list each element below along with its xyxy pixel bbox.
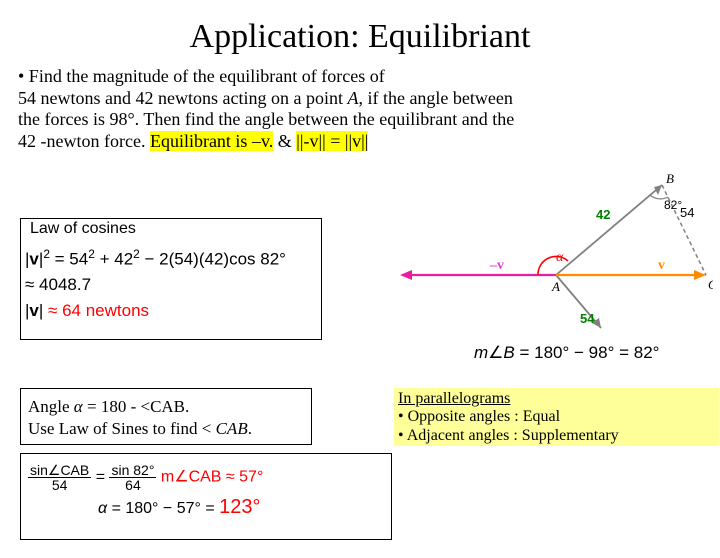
eq3-l2b: = 180° − 57° = (107, 500, 219, 517)
result-123: 123° (219, 496, 260, 518)
label-v: v (658, 258, 665, 273)
highlight-norm: ||-v|| = ||v|| (296, 131, 368, 151)
vector-diagram: A B C 42 54 54 82° α v –v (388, 173, 713, 353)
frac2-num: sin 82° (109, 463, 156, 478)
vec-v2: v (29, 301, 38, 320)
normv-close2: | (39, 301, 48, 320)
label-42: 42 (596, 207, 610, 222)
eq1-l2: ≈ 4048.7 (25, 275, 91, 294)
alpha1: α (74, 397, 83, 416)
eq2-l1a: Angle (28, 397, 74, 416)
eq1-l1d: = 54 (50, 250, 88, 269)
result-57: m∠CAB ≈ 57° (161, 469, 263, 486)
sup3: 2 (133, 247, 140, 261)
frac1-den: 54 (28, 478, 91, 492)
result-64: ≈ 64 newtons (48, 301, 149, 320)
highlight-equilibrant: Equilibrant is –v. (150, 131, 273, 151)
eq3-eq: = (96, 469, 110, 486)
eq1-l1f: − 2(54)(42)cos 82° (140, 250, 286, 269)
label-54a: 54 (680, 205, 694, 220)
label-A: A (551, 279, 560, 294)
law-of-cosines-label: Law of cosines (30, 220, 136, 238)
problem-line2c: , if the angle between (358, 88, 512, 108)
eq2-l2a: Use Law of Sines to find < (28, 419, 216, 438)
label-negv: –v (489, 258, 504, 273)
problem-point-A: A (347, 88, 358, 108)
problem-amp: & (273, 131, 296, 151)
problem-line2a: 54 newtons and 42 newtons acting on a po… (18, 88, 347, 108)
vec-v1: v (29, 250, 38, 269)
problem-line4a: 42 -newton force. (18, 131, 150, 151)
equation-angle-content: Angle α = 180 - <CAB. Use Law of Sines t… (28, 396, 252, 440)
label-B: B (666, 173, 674, 186)
label-C: C (708, 277, 713, 292)
sup2: 2 (88, 247, 95, 261)
label-54b: 54 (580, 311, 595, 326)
para-bullet1: • Opposite angles : Equal (398, 408, 560, 425)
eq2-l2c: . (248, 419, 252, 438)
problem-line1: • Find the magnitude of the equilibrant … (18, 66, 385, 86)
equation-cosines-content: |v|2 = 542 + 422 − 2(54)(42)cos 82° ≈ 40… (25, 246, 286, 323)
eq2-l1c: = 180 - <CAB. (83, 397, 190, 416)
label-82: 82° (664, 198, 682, 212)
cab: CAB (216, 419, 248, 438)
fraction-1: sin∠CAB 54 (28, 463, 91, 492)
angle-B-equation: m∠B = 180° − 98° = 82° (474, 343, 659, 363)
para-bullet2: • Adjacent angles : Supplementary (398, 427, 619, 444)
sup1: 2 (43, 247, 50, 261)
eq3-line2: α = 180° − 57° = 123° (98, 500, 261, 517)
page-title: Application: Equilibriant (0, 18, 720, 56)
label-alpha: α (556, 250, 564, 265)
parallelogram-rules-box: In parallelograms • Opposite angles : Eq… (394, 388, 719, 446)
eq1-l1e: + 42 (95, 250, 133, 269)
para-title: In parallelograms (398, 390, 510, 407)
equation-sines-content: sin∠CAB 54 = sin 82° 64 m∠CAB ≈ 57° α = … (28, 463, 263, 522)
alpha2: α (98, 500, 107, 517)
frac2-den: 64 (109, 478, 156, 492)
fraction-2: sin 82° 64 (109, 463, 156, 492)
problem-line3: the forces is 98°. Then find the angle b… (18, 109, 514, 129)
problem-statement: • Find the magnitude of the equilibrant … (0, 66, 720, 152)
frac1-num: sin∠CAB (28, 463, 91, 478)
